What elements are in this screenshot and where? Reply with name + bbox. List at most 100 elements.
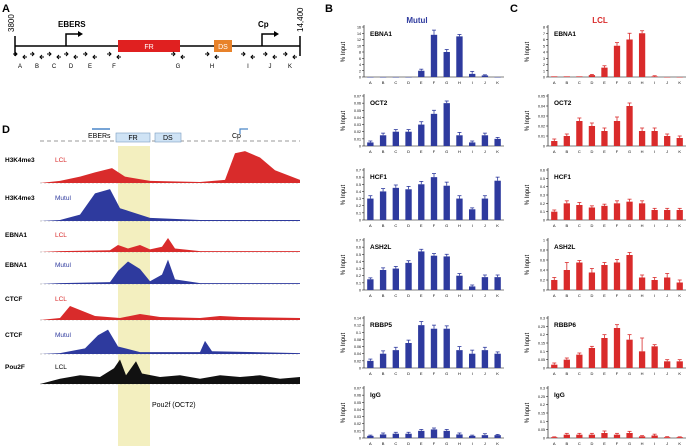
bar <box>551 76 558 77</box>
cp-arrow-head <box>274 31 279 37</box>
primer-reverse-arrow <box>292 54 297 60</box>
x-tick-label: H <box>458 80 461 85</box>
y-tick-label: 0.02 <box>354 422 361 426</box>
primer-label: K <box>288 64 292 70</box>
track-name: EBNA1 <box>5 232 27 239</box>
y-tick-label: 16 <box>357 26 361 30</box>
x-tick-label: G <box>628 293 631 298</box>
bar <box>469 142 476 146</box>
x-tick-label: J <box>484 149 486 154</box>
bar <box>456 198 463 220</box>
bar <box>405 189 412 220</box>
y-tick-label: 0.5 <box>356 183 361 187</box>
x-tick-label: G <box>628 149 631 154</box>
x-tick-label: I <box>654 441 655 446</box>
y-tick-label: 0.15 <box>538 412 545 416</box>
x-tick-label: I <box>654 149 655 154</box>
x-tick-label: G <box>445 371 448 376</box>
bar <box>481 435 489 438</box>
x-tick-label: G <box>628 441 631 446</box>
x-tick-label: K <box>678 371 681 376</box>
x-tick-label: D <box>590 149 593 154</box>
track-name: CTCF <box>5 296 22 303</box>
x-tick-label: F <box>616 80 619 85</box>
bar <box>392 187 399 220</box>
bar <box>563 434 570 438</box>
primer-reverse-arrow <box>214 54 219 60</box>
y-tick-label: 0.1 <box>540 210 545 214</box>
y-tick-label: 3 <box>543 57 545 61</box>
chart-title: RBBP5 <box>370 322 392 329</box>
bar <box>638 436 646 438</box>
primer-label: F <box>112 64 116 70</box>
x-tick-label: C <box>394 149 397 154</box>
chart-title: RBBP6 <box>554 322 576 329</box>
x-tick-label: I <box>472 149 473 154</box>
bar <box>481 198 489 220</box>
track-ctcf-mutul: CTCF Mutul <box>5 329 300 355</box>
x-tick-label: E <box>420 223 423 228</box>
bar <box>551 437 558 438</box>
bar <box>601 265 608 290</box>
primer-forward-arrow <box>83 51 88 57</box>
track-ebna1-lcl: EBNA1 LCL <box>5 232 300 253</box>
panel-letter-a: A <box>2 3 10 15</box>
bar <box>563 136 570 146</box>
x-tick-label: I <box>654 223 655 228</box>
bar <box>379 135 387 146</box>
bar <box>626 433 633 438</box>
y-tick-label: 0.2 <box>540 403 545 407</box>
x-tick-label: A <box>369 149 372 154</box>
y-tick-label: 0.03 <box>538 115 545 119</box>
bar <box>576 434 583 438</box>
y-tick-label: 0 <box>543 367 545 371</box>
y-tick-label: 0.6 <box>356 176 361 180</box>
primer-label: C <box>52 64 57 70</box>
x-tick-label: B <box>565 80 568 85</box>
chart-title: IgG <box>554 392 565 399</box>
x-tick-label: J <box>484 80 486 85</box>
ds-label: DS <box>218 44 228 51</box>
y-tick-label: 0.6 <box>540 259 545 263</box>
bar-chart-b-ash2l: 0 0.1 0.2 0.3 0.4 0.5 0.6 0.7 ASH2L % Input A B C D E F… <box>341 238 504 298</box>
primer-label: D <box>69 64 74 70</box>
x-tick-label: F <box>433 441 436 446</box>
primer-reverse-arrow <box>116 54 121 60</box>
y-tick-label: 0 <box>359 437 361 441</box>
y-tick-label: 10 <box>357 44 361 48</box>
bar <box>601 67 608 77</box>
y-axis-label: % Input <box>525 333 531 354</box>
bar <box>443 185 450 220</box>
x-tick-label: J <box>484 223 486 228</box>
y-tick-label: 0.3 <box>540 194 545 198</box>
y-tick-label: 0.02 <box>354 359 361 363</box>
y-tick-label: 0.01 <box>538 135 545 139</box>
ds-header-label: DS <box>163 135 173 142</box>
x-tick-label: D <box>407 223 410 228</box>
bar <box>626 39 633 77</box>
bar <box>638 131 646 146</box>
y-axis-label: % Input <box>525 403 531 424</box>
y-axis-label: % Input <box>341 111 347 132</box>
x-tick-label: I <box>654 293 655 298</box>
bar <box>651 76 658 77</box>
bar <box>405 433 412 438</box>
y-tick-label: 0.05 <box>354 109 361 113</box>
bar <box>469 209 476 220</box>
y-tick-label: 0.03 <box>354 123 361 127</box>
x-tick-label: D <box>407 149 410 154</box>
bar <box>443 103 450 146</box>
fr-highlight <box>118 146 150 446</box>
x-tick-label: A <box>553 149 556 154</box>
primer-forward-arrow <box>47 51 52 57</box>
signal-profile <box>40 151 300 183</box>
x-tick-label: E <box>420 80 423 85</box>
x-tick-label: F <box>433 80 436 85</box>
bar <box>367 198 374 220</box>
y-tick-label: 8 <box>543 26 545 30</box>
x-tick-label: J <box>666 80 668 85</box>
x-tick-label: J <box>666 293 668 298</box>
y-tick-label: 0 <box>543 76 545 80</box>
